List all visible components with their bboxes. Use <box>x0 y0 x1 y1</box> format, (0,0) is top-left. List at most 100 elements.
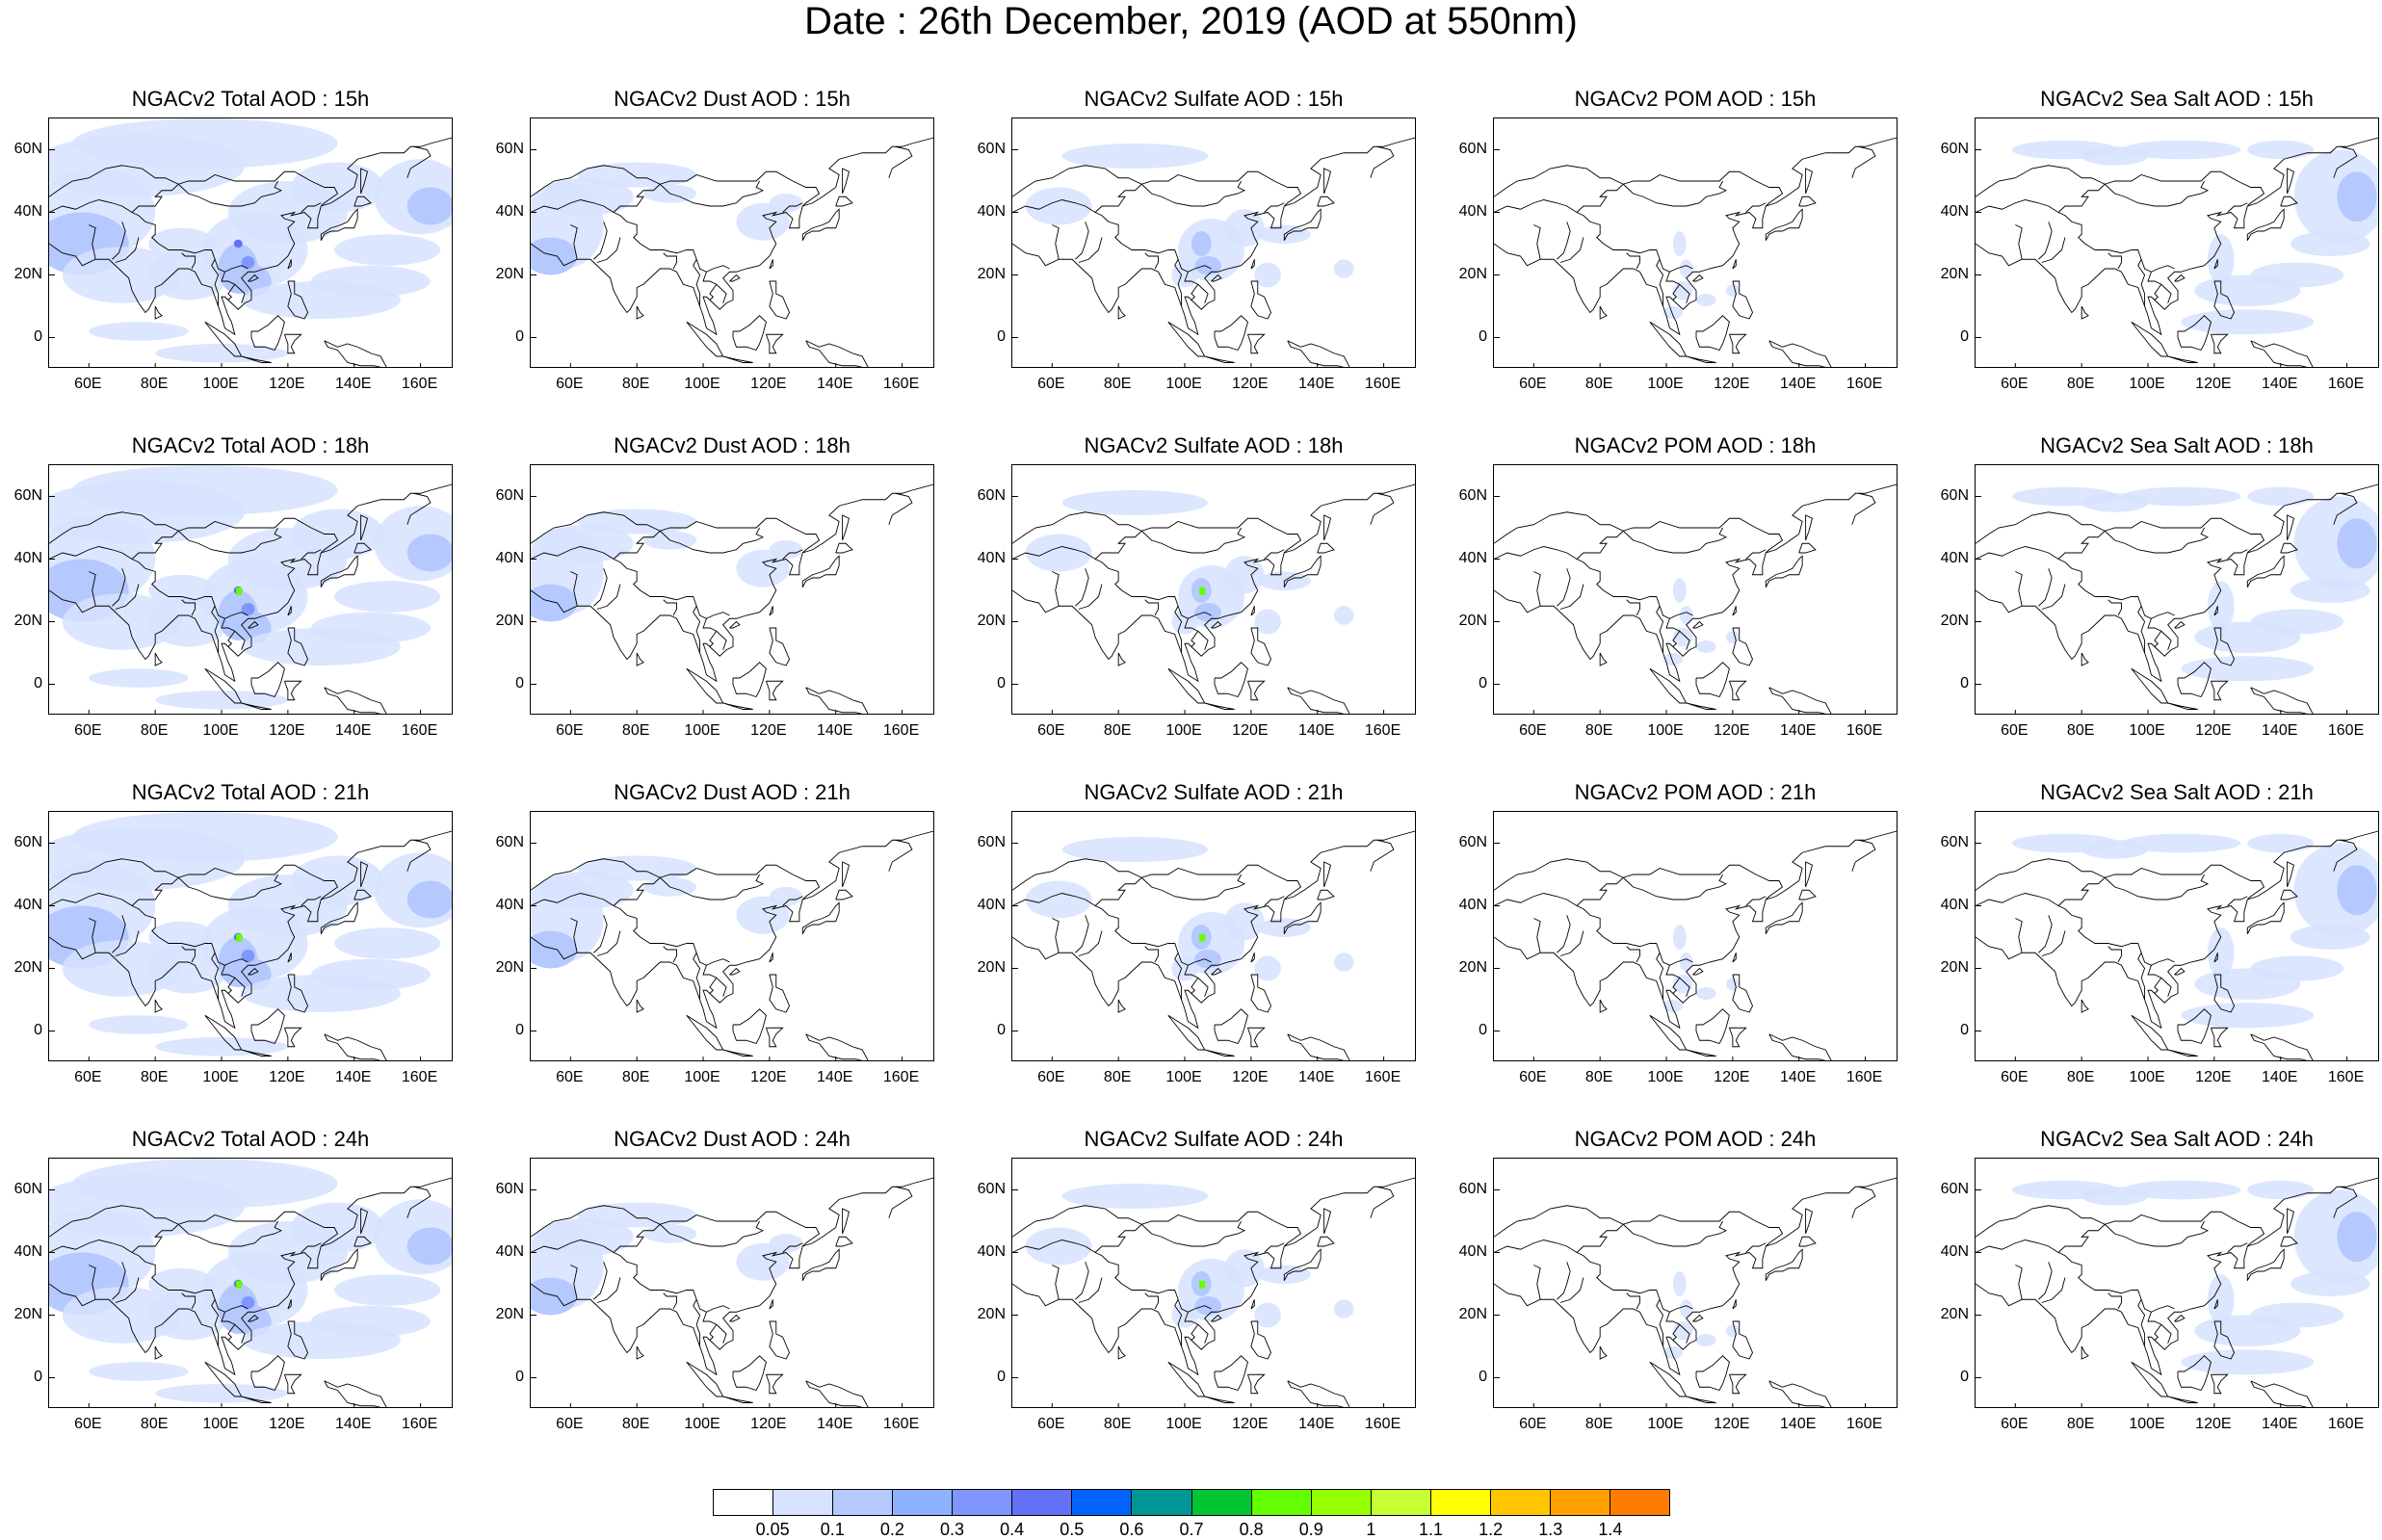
x-tick-label: 120E <box>269 722 305 739</box>
x-tick-label: 160E <box>2327 1069 2365 1085</box>
aod-region <box>2207 927 2235 979</box>
coastline <box>1494 483 1897 683</box>
coastline <box>1144 946 1159 963</box>
x-tick-label: 120E <box>2195 1069 2232 1085</box>
aod-region <box>2121 833 2241 853</box>
aod-region <box>89 1015 189 1034</box>
aod-map <box>49 118 452 367</box>
coastline <box>1686 1396 1716 1403</box>
coastline <box>801 901 840 934</box>
coastline <box>1247 1027 1266 1048</box>
colorbar-swatch <box>1371 1490 1431 1515</box>
y-tick-label: 60N <box>13 140 42 157</box>
coastline <box>1283 208 1322 241</box>
coastline <box>1656 1299 1664 1346</box>
coastline <box>1976 511 2106 544</box>
coastline <box>1250 627 1272 666</box>
coastline <box>732 662 767 698</box>
coastline <box>2041 584 2066 610</box>
coastline <box>1052 1265 1060 1300</box>
aod-region <box>241 1296 255 1309</box>
coastline <box>1976 1205 2106 1238</box>
map-panel: NGACv2 Sulfate AOD : 15h 60N 40N 20N 0 60E 80E… <box>978 87 1416 416</box>
coastline <box>353 542 372 554</box>
aod-region <box>2250 262 2344 288</box>
x-tick-label: 160E <box>882 722 920 739</box>
coastline <box>2107 946 2122 963</box>
coastline <box>250 1355 285 1392</box>
x-tick-label: 60E <box>74 376 102 392</box>
x-tick-label: 140E <box>817 376 853 392</box>
coastline <box>360 168 369 195</box>
y-tick-label: 40N <box>495 1242 524 1260</box>
coastline <box>353 889 372 901</box>
panel-title: NGACv2 Dust AOD : 24h <box>614 1127 851 1151</box>
coastline <box>2038 915 2053 953</box>
coastline <box>2213 280 2236 320</box>
aod-region <box>2081 1187 2149 1206</box>
coastline <box>636 652 644 666</box>
y-tick-label: 40N <box>1458 896 1487 913</box>
aod-hotspot <box>236 587 243 595</box>
coastline <box>842 1208 851 1235</box>
aod-hotspot <box>236 1280 243 1289</box>
x-tick-label: 60E <box>556 1069 584 1085</box>
coastline <box>1745 202 1767 213</box>
coastline <box>1494 199 1693 273</box>
x-tick-label: 120E <box>2195 1416 2232 1432</box>
y-tick-label: 60N <box>1458 1180 1487 1197</box>
x-tick-label: 160E <box>1364 376 1401 392</box>
coastline <box>1576 170 1784 213</box>
colorbar-swatch <box>1490 1490 1551 1515</box>
coastline <box>2107 252 2122 270</box>
y-tick-label: 20N <box>977 612 1006 629</box>
coastline <box>570 224 578 260</box>
aod-region <box>72 812 338 862</box>
coastline <box>1533 918 1541 953</box>
coastline <box>1323 168 1332 195</box>
y-tick-label: 40N <box>1458 549 1487 566</box>
x-tick-label: 140E <box>2262 722 2298 739</box>
coastline <box>1283 1248 1322 1281</box>
y-tick-label: 0 <box>34 327 42 345</box>
aod-region <box>1191 231 1212 256</box>
coastline <box>1626 252 1640 270</box>
coastline <box>2131 1361 2169 1397</box>
coastline <box>241 702 272 710</box>
y-tick-label: 20N <box>495 612 524 629</box>
map-panel: NGACv2 Sulfate AOD : 18h 60N 40N 20N 0 60E 80E… <box>978 433 1416 763</box>
colorbar-label: 0.5 <box>1060 1520 1085 1539</box>
coastline <box>769 627 791 666</box>
coastline <box>782 202 803 213</box>
aod-region <box>531 584 578 622</box>
coastline <box>1732 280 1754 320</box>
coastline <box>2250 1033 2314 1060</box>
coastline <box>1317 889 1335 901</box>
coastline <box>2137 953 2146 1000</box>
aod-region <box>1194 256 1221 275</box>
coastline <box>89 918 96 953</box>
aod-region <box>406 1227 452 1266</box>
aod-region <box>1333 606 1354 625</box>
aod-region <box>2121 486 2241 507</box>
coastline <box>593 915 608 953</box>
coastline <box>1626 599 1640 616</box>
x-tick-label: 80E <box>2066 722 2095 739</box>
aod-region <box>769 887 803 906</box>
coastline <box>531 830 933 1030</box>
coastline <box>1745 1242 1767 1253</box>
coastline <box>593 222 608 260</box>
aod-region <box>334 1274 441 1306</box>
coastline <box>1649 667 1688 704</box>
coastline <box>115 584 140 610</box>
coastline <box>1494 858 1624 891</box>
coastline <box>2213 606 2218 616</box>
coastline <box>1094 517 1302 560</box>
aod-region <box>2207 1274 2235 1325</box>
x-tick-label: 100E <box>684 376 720 392</box>
colorbar-swatch <box>893 1490 954 1515</box>
y-tick-label: 60N <box>977 486 1006 504</box>
x-tick-label: 80E <box>2066 376 2095 392</box>
aod-map <box>1012 137 1415 367</box>
coastline <box>769 1320 791 1360</box>
